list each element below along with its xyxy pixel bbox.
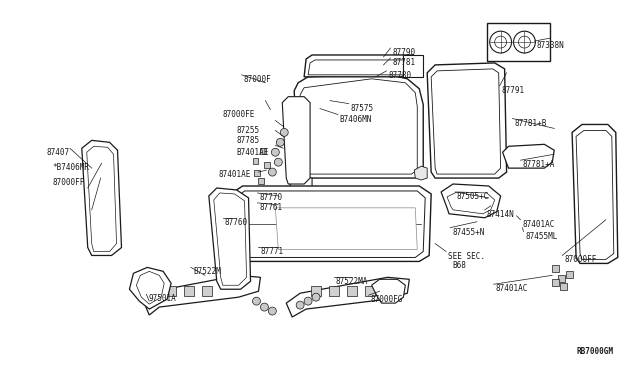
Polygon shape — [294, 75, 423, 178]
Text: 87770: 87770 — [259, 193, 283, 202]
Polygon shape — [431, 69, 500, 174]
Bar — [487, 23, 550, 61]
Text: 87407: 87407 — [47, 148, 70, 157]
Text: 87401AE: 87401AE — [219, 170, 251, 179]
Bar — [260, 148, 266, 154]
Text: *B7406MR: *B7406MR — [52, 163, 89, 172]
Polygon shape — [290, 174, 312, 194]
Circle shape — [253, 297, 260, 305]
Text: 87781: 87781 — [392, 58, 415, 67]
Polygon shape — [441, 184, 500, 218]
Bar — [259, 178, 264, 184]
Polygon shape — [275, 208, 417, 250]
Bar — [253, 158, 259, 164]
Text: 87414N: 87414N — [487, 210, 515, 219]
Circle shape — [296, 301, 304, 309]
Circle shape — [260, 303, 268, 311]
Text: 87791: 87791 — [502, 86, 525, 95]
Polygon shape — [87, 146, 116, 251]
Circle shape — [271, 148, 279, 156]
Text: 87781+B: 87781+B — [515, 119, 547, 128]
Polygon shape — [236, 191, 425, 257]
Bar — [264, 162, 270, 168]
Text: 87455+N: 87455+N — [452, 228, 484, 237]
Text: 87000FF: 87000FF — [52, 178, 84, 187]
Polygon shape — [209, 188, 250, 289]
Text: 87000FG: 87000FG — [371, 295, 403, 304]
Circle shape — [276, 138, 284, 146]
Polygon shape — [372, 279, 405, 303]
Text: SEE SEC.: SEE SEC. — [448, 251, 485, 260]
Text: 97501A: 97501A — [148, 294, 176, 303]
Bar — [255, 170, 260, 176]
Text: 87761: 87761 — [259, 203, 283, 212]
Circle shape — [312, 293, 320, 301]
Bar — [560, 283, 567, 290]
Text: 87000FF: 87000FF — [564, 256, 596, 264]
Text: 87255: 87255 — [237, 126, 260, 135]
Bar — [202, 286, 212, 296]
Text: 87338N: 87338N — [536, 41, 564, 50]
Text: RB7000GM: RB7000GM — [576, 347, 613, 356]
Polygon shape — [136, 271, 164, 304]
Polygon shape — [304, 55, 423, 77]
Text: 87000FE: 87000FE — [223, 110, 255, 119]
Polygon shape — [576, 131, 614, 259]
Polygon shape — [214, 193, 246, 285]
Polygon shape — [82, 140, 122, 256]
Polygon shape — [403, 55, 423, 77]
Bar — [552, 279, 559, 286]
Bar — [566, 271, 573, 278]
Text: 87401AC: 87401AC — [522, 220, 555, 229]
Polygon shape — [230, 186, 431, 262]
Text: B7522M: B7522M — [193, 267, 221, 276]
Polygon shape — [414, 166, 427, 180]
Text: 87760: 87760 — [225, 218, 248, 227]
Bar — [552, 265, 559, 272]
Text: 87771: 87771 — [260, 247, 284, 256]
Polygon shape — [282, 97, 310, 184]
Polygon shape — [300, 79, 417, 174]
Text: 87781+A: 87781+A — [522, 160, 555, 169]
Polygon shape — [572, 125, 618, 263]
Text: B7401AE: B7401AE — [237, 148, 269, 157]
Text: 87000F: 87000F — [244, 75, 271, 84]
Circle shape — [268, 307, 276, 315]
Bar — [166, 286, 176, 296]
Text: 87575: 87575 — [351, 104, 374, 113]
Bar — [347, 286, 356, 296]
Polygon shape — [427, 63, 507, 178]
Circle shape — [275, 158, 282, 166]
Text: 87522MA: 87522MA — [336, 277, 368, 286]
Text: 87785: 87785 — [237, 137, 260, 145]
Circle shape — [304, 297, 312, 305]
Polygon shape — [502, 144, 554, 168]
Polygon shape — [308, 60, 417, 75]
Polygon shape — [286, 277, 410, 317]
Text: 87455ML: 87455ML — [525, 232, 558, 241]
Text: B7406MN: B7406MN — [340, 115, 372, 124]
Polygon shape — [447, 192, 495, 214]
Polygon shape — [129, 267, 171, 309]
Bar — [558, 275, 565, 282]
Text: 87505+C: 87505+C — [457, 192, 490, 201]
Text: 87401AC: 87401AC — [495, 284, 528, 293]
Bar — [365, 286, 374, 296]
Circle shape — [280, 128, 288, 137]
Polygon shape — [143, 275, 260, 315]
Text: 87790: 87790 — [392, 48, 415, 57]
Polygon shape — [223, 212, 241, 230]
Bar — [184, 286, 194, 296]
Bar — [311, 286, 321, 296]
Text: B68: B68 — [452, 262, 466, 270]
Circle shape — [268, 168, 276, 176]
Text: 87780: 87780 — [388, 71, 412, 80]
Bar — [329, 286, 339, 296]
